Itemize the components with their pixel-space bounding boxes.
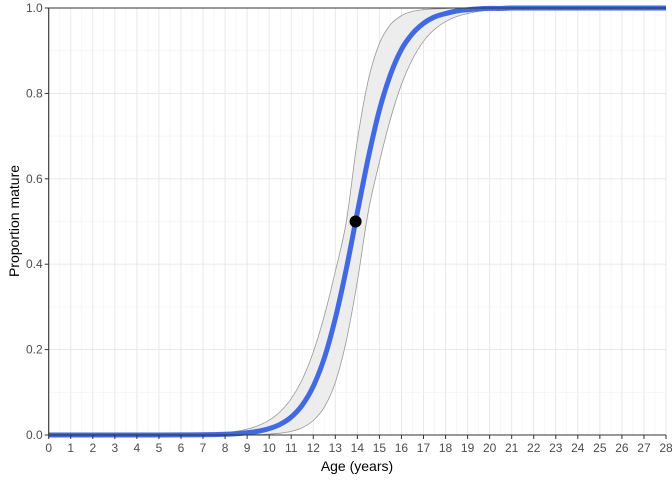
y-tick-label: 0.4 [26, 257, 43, 271]
x-tick-label: 16 [395, 441, 409, 455]
x-tick-label: 10 [262, 441, 276, 455]
x-tick-label: 26 [615, 441, 629, 455]
x-axis-title: Age (years) [321, 458, 393, 474]
x-tick-label: 3 [111, 441, 118, 455]
y-tick-label: 0.2 [26, 343, 43, 357]
x-tick-label: 19 [461, 441, 475, 455]
x-tick-label: 22 [527, 441, 541, 455]
x-tick-label: 1 [67, 441, 74, 455]
y-axis-title: Proportion mature [6, 165, 22, 277]
x-tick-label: 27 [637, 441, 651, 455]
x-tick-label: 13 [329, 441, 343, 455]
x-tick-label: 23 [549, 441, 563, 455]
x-tick-label: 6 [178, 441, 185, 455]
x-tick-label: 17 [417, 441, 431, 455]
x-tick-label: 0 [45, 441, 52, 455]
x-tick-label: 4 [134, 441, 141, 455]
y-tick-label: 0.8 [26, 86, 43, 100]
x-tick-label: 9 [244, 441, 251, 455]
x-tick-label: 5 [156, 441, 163, 455]
x-tick-label: 21 [505, 441, 519, 455]
x-tick-label: 18 [439, 441, 453, 455]
x-tick-label: 8 [222, 441, 229, 455]
x-tick-label: 15 [373, 441, 387, 455]
x-tick-label: 25 [593, 441, 607, 455]
axes: 0 1 2 3 4 5 6 7 8 9 10 11 12 13 14 15 16 17 18 19 20 21 22 23 24… [26, 1, 672, 455]
x-tick-label: 12 [307, 441, 321, 455]
y-tick-label: 0.6 [26, 172, 43, 186]
x-tick-label: 2 [89, 441, 96, 455]
x-tick-label: 28 [659, 441, 672, 455]
y-tick-label: 1.0 [26, 1, 43, 15]
x-tick-label: 7 [200, 441, 207, 455]
x-tick-label: 14 [351, 441, 365, 455]
x-tick-label: 20 [483, 441, 497, 455]
y-tick-label: 0.0 [26, 428, 43, 442]
x-tick-label: 11 [285, 441, 298, 455]
grid [48, 7, 667, 436]
x-tick-label: 24 [571, 441, 585, 455]
a50-point [349, 215, 362, 228]
